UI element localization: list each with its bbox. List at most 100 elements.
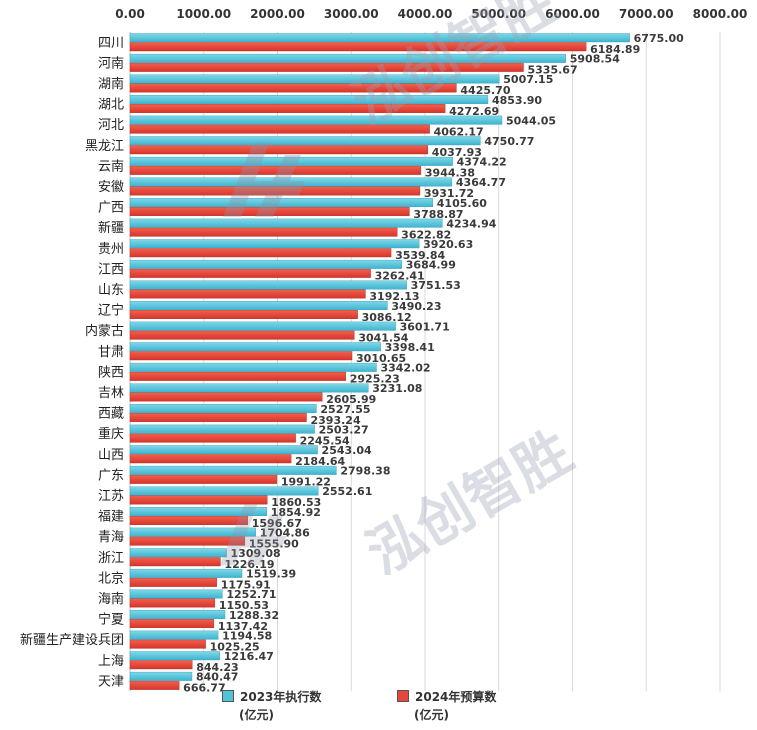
value-label-2024: 1137.42 <box>218 620 268 633</box>
category-label: 甘肃 <box>98 345 124 360</box>
category-label: 四川 <box>98 36 124 51</box>
category-label: 浙江 <box>98 551 124 566</box>
bar-2024 <box>129 577 217 587</box>
x-tick-label: 6000.00 <box>545 7 600 21</box>
x-tick-label: 8000.00 <box>693 7 748 21</box>
value-label-2023: 2543.04 <box>322 444 372 457</box>
bar-2024 <box>129 516 248 525</box>
bar-2023 <box>129 259 402 269</box>
bar-2023 <box>129 342 381 352</box>
value-label-2024: 3010.65 <box>356 352 406 365</box>
bar-2023 <box>129 218 443 228</box>
category-label: 江西 <box>98 262 124 277</box>
category-label: 吉林 <box>98 386 124 401</box>
value-label-2023: 4105.60 <box>437 197 487 210</box>
value-label-2023: 4750.77 <box>484 135 534 148</box>
category-label: 安徽 <box>98 180 124 195</box>
x-tick-label: 7000.00 <box>619 7 674 21</box>
value-label-2023: 4364.77 <box>456 176 506 189</box>
value-label-2023: 3490.23 <box>391 300 441 313</box>
value-label-2024: 4272.69 <box>449 105 499 118</box>
bar-2023 <box>129 115 503 125</box>
value-label-2024: 1226.19 <box>224 558 274 571</box>
category-label: 陕西 <box>98 365 124 380</box>
value-label-2023: 6775.00 <box>634 32 684 45</box>
x-tick-label: 2000.00 <box>250 7 305 21</box>
bar-2024 <box>129 371 346 381</box>
bar-2024 <box>129 392 323 402</box>
bar-2023 <box>129 177 453 187</box>
category-label: 广西 <box>98 201 124 216</box>
category-label: 海南 <box>98 591 124 607</box>
bar-2024 <box>129 310 358 319</box>
category-label: 西藏 <box>98 407 124 422</box>
value-label-2023: 3601.71 <box>400 320 450 333</box>
value-label-2023: 4853.90 <box>492 94 542 107</box>
value-label-2024: 2925.23 <box>350 373 400 386</box>
value-label-2024: 2184.64 <box>295 455 345 468</box>
value-label-2023: 3920.63 <box>423 238 473 251</box>
bar-2024 <box>129 186 421 196</box>
category-label: 湖北 <box>98 98 124 113</box>
bar-2024 <box>129 680 180 690</box>
bar-2023 <box>129 95 489 105</box>
value-label-2024: 3086.12 <box>362 311 412 324</box>
value-label-2024: 5335.67 <box>528 64 578 77</box>
bar-2023 <box>129 486 319 496</box>
value-label-2023: 1194.58 <box>222 629 272 642</box>
category-label: 云南 <box>98 158 124 174</box>
bar-2024 <box>129 227 398 237</box>
bar-2023 <box>129 630 219 640</box>
bar-2023 <box>129 507 268 516</box>
bar-2024 <box>129 124 430 134</box>
bar-2023 <box>129 362 377 372</box>
value-label-2023: 1252.71 <box>226 588 276 601</box>
bar-2024 <box>129 413 307 422</box>
value-label-2023: 3684.99 <box>406 259 456 272</box>
value-label-2024: 844.23 <box>196 661 238 674</box>
value-label-2023: 840.47 <box>196 671 238 684</box>
value-label-2024: 1025.25 <box>210 640 260 653</box>
category-label: 河北 <box>98 118 124 133</box>
value-label-2023: 1288.32 <box>229 609 279 622</box>
value-label-2024: 3192.13 <box>369 290 419 303</box>
bar-2024 <box>129 62 524 72</box>
bar-2023 <box>129 548 227 558</box>
bar-2023 <box>129 465 337 475</box>
value-label-2024: 1860.53 <box>271 496 321 509</box>
bar-2024 <box>129 289 366 299</box>
bar-2024 <box>129 639 206 649</box>
value-label-2024: 4037.93 <box>432 146 482 159</box>
category-label: 内蒙古 <box>85 323 124 339</box>
value-label-2023: 1854.92 <box>271 506 321 519</box>
value-label-2024: 1150.53 <box>219 599 269 612</box>
x-tick-label: 3000.00 <box>324 7 379 21</box>
value-label-2023: 3231.08 <box>372 382 422 395</box>
bar-2024 <box>129 557 221 567</box>
value-label-2023: 1704.86 <box>260 526 310 539</box>
bar-2023 <box>129 651 220 661</box>
value-label-2023: 4374.22 <box>457 156 507 169</box>
bar-2023 <box>129 301 388 310</box>
category-label: 新疆 <box>98 220 124 236</box>
category-labels: 四川河南湖南湖北河北黑龙江云南安徽广西新疆贵州江西山东辽宁内蒙古甘肃陕西吉林西藏… <box>20 36 124 690</box>
legend-swatch-2023 <box>222 690 234 702</box>
x-tick-label: 4000.00 <box>398 7 453 21</box>
bar-2024 <box>129 42 587 52</box>
bar-2023 <box>129 568 243 578</box>
value-label-2024: 4062.17 <box>434 125 484 138</box>
value-label-2024: 3622.82 <box>401 228 451 241</box>
bar-2024 <box>129 268 371 278</box>
bar-2024 <box>129 495 268 505</box>
category-label: 新疆生产建设兵团 <box>20 632 124 648</box>
bar-2024 <box>129 104 446 114</box>
value-label-2023: 5007.15 <box>503 73 553 86</box>
bar-2024 <box>129 660 193 670</box>
bar-2023 <box>129 383 369 393</box>
category-label: 宁夏 <box>98 612 124 628</box>
value-label-2024: 1175.91 <box>221 579 271 592</box>
bar-2023 <box>129 280 407 290</box>
value-label-2024: 3539.84 <box>395 249 445 262</box>
value-label-2024: 3788.87 <box>413 208 463 221</box>
value-label-2024: 3944.38 <box>425 167 475 180</box>
